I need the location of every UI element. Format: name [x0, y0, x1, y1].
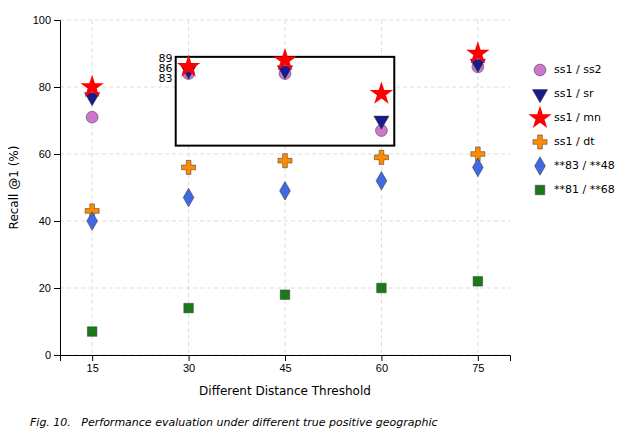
point: [472, 158, 483, 177]
legend-item: ss1 / ss2: [534, 63, 602, 76]
tick-label: 75: [472, 362, 484, 374]
annotation: 83: [159, 72, 173, 85]
axis-line: [61, 356, 511, 362]
tick: 60: [39, 148, 60, 160]
point: [183, 188, 194, 207]
highlight-box: [176, 57, 395, 146]
series: [87, 277, 482, 337]
legend-label: ss1 / ss2: [554, 63, 602, 76]
tick: 80: [39, 81, 60, 93]
tick-mark: [189, 355, 190, 361]
point: [86, 111, 98, 123]
tick-label: 0: [45, 349, 51, 361]
legend-label: ss1 / dt: [554, 135, 595, 148]
legend-symbol: [528, 106, 551, 128]
tick: 45: [279, 355, 291, 374]
legend-item: ss1 / mn: [528, 106, 601, 128]
series: [87, 158, 483, 230]
tick: 15: [87, 355, 99, 374]
tick-label: 60: [376, 362, 388, 374]
tick-mark: [381, 355, 382, 361]
grid: [60, 20, 510, 355]
tick-mark: [54, 221, 60, 222]
x-axis: 15 30 45 60 75: [61, 355, 511, 374]
legend-label: **81 / **68: [554, 183, 615, 196]
point: [184, 303, 193, 312]
point: [377, 283, 386, 292]
tick-mark: [54, 20, 60, 21]
tick: 75: [472, 355, 484, 374]
point: [466, 41, 489, 63]
tick-label: 100: [33, 14, 51, 26]
caption: Fig. 10. Performance evaluation under di…: [30, 416, 438, 429]
tick-mark: [54, 355, 60, 356]
point: [273, 48, 296, 70]
point: [278, 154, 292, 168]
chart: 1530456075020406080100898683Different Di…: [0, 0, 640, 440]
legend-symbol: [534, 64, 546, 76]
tick-label: 45: [279, 362, 291, 374]
plot: 1530456075020406080100898683: [33, 14, 511, 374]
tick: 30: [183, 355, 195, 374]
tick: 40: [39, 215, 60, 227]
legend-item: **83 / **48: [535, 157, 615, 176]
legend-label: **83 / **48: [554, 159, 615, 172]
series: [85, 59, 486, 129]
y-axis-title: Recall @1 (%): [7, 146, 21, 230]
tick-label: 80: [39, 81, 51, 93]
grid-line-y: [60, 221, 510, 222]
tick-label: 60: [39, 148, 51, 160]
marks: [80, 41, 489, 336]
legend-label: ss1 / sr: [554, 87, 594, 100]
grid-line-y: [60, 288, 510, 289]
point: [80, 75, 103, 97]
legend-symbol: [535, 185, 544, 194]
point: [280, 182, 291, 201]
tick-mark: [285, 355, 286, 361]
point: [177, 55, 200, 77]
point: [374, 150, 388, 164]
tick: 100: [33, 14, 60, 26]
x-axis-title: Different Distance Threshold: [199, 384, 371, 398]
point: [376, 171, 387, 190]
series: [80, 41, 489, 103]
legend-item: ss1 / sr: [532, 87, 593, 103]
grid-line-y: [60, 20, 510, 21]
axis-line: [54, 21, 61, 356]
series: [85, 147, 485, 218]
grid-line-x: [92, 20, 93, 355]
series: [86, 61, 484, 136]
y-axis: 0 20 40 60 80 100: [33, 14, 61, 361]
tick-label: 40: [39, 215, 51, 227]
tick: 20: [39, 282, 60, 294]
tick-label: 30: [183, 362, 195, 374]
tick-mark: [92, 355, 93, 361]
tick-label: 15: [87, 362, 99, 374]
tick-mark: [54, 154, 60, 155]
tick: 0: [45, 349, 60, 361]
point: [280, 290, 289, 299]
point: [473, 277, 482, 286]
point: [87, 212, 98, 231]
tick-mark: [54, 87, 60, 88]
point: [87, 327, 96, 336]
tick: 60: [376, 355, 388, 374]
legend-symbol: [535, 157, 546, 176]
legend-symbol: [532, 90, 547, 103]
legend-item: **81 / **68: [535, 183, 614, 196]
legend-label: ss1 / mn: [554, 111, 601, 124]
legend: ss1 / ss2 ss1 / sr ss1 / mn ss1 / dt **83 / …: [528, 63, 614, 196]
point: [370, 81, 393, 103]
point: [182, 160, 196, 174]
legend-item: ss1 / dt: [533, 135, 595, 149]
point: [374, 116, 389, 129]
tick-mark: [478, 355, 479, 361]
legend-symbol: [533, 135, 547, 149]
tick-label: 20: [39, 282, 51, 294]
tick-mark: [54, 288, 60, 289]
